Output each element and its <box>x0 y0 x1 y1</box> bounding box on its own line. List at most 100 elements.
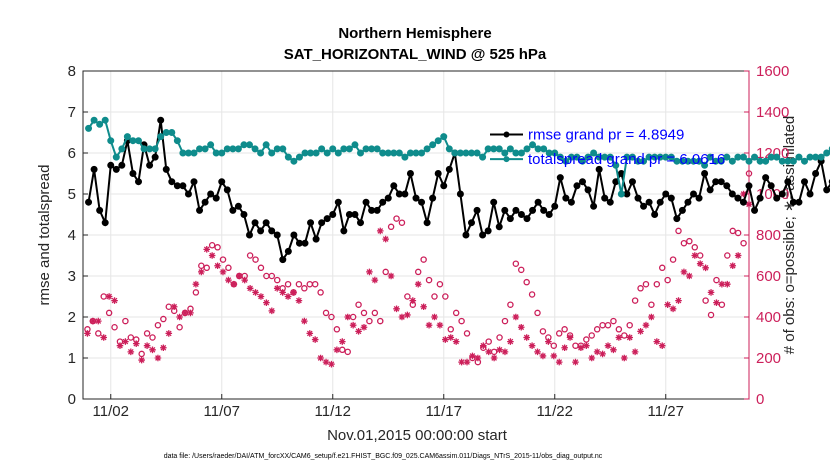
legend-entry: totalspread grand pr = 6.0616 <box>528 151 725 168</box>
obs-possible-point <box>420 256 427 263</box>
obs-assimilated-point <box>339 338 346 345</box>
obs-assimilated-point <box>658 342 666 349</box>
series-point-rmse <box>412 194 420 202</box>
obs-assimilated-point <box>469 352 476 360</box>
obs-assimilated-point <box>387 272 395 280</box>
series-point-totalspread <box>762 157 770 165</box>
obs-possible-point <box>734 229 742 237</box>
obs-assimilated-point <box>561 344 568 352</box>
y-tick-label: 7 <box>68 104 76 121</box>
series-point-rmse <box>723 182 731 190</box>
obs-possible-point <box>344 348 351 356</box>
obs-possible-point <box>669 256 677 263</box>
series-point-rmse <box>234 202 242 210</box>
series-point-rmse <box>701 170 709 177</box>
y-right-tick-label: 200 <box>756 350 781 367</box>
y-right-tick-label: 600 <box>756 268 781 285</box>
series-point-totalspread <box>85 124 93 132</box>
series-point-rmse <box>767 182 775 190</box>
series-point-totalspread <box>529 141 537 149</box>
series-point-totalspread <box>96 120 104 128</box>
series-point-rmse <box>584 186 592 194</box>
obs-possible-point <box>165 303 173 310</box>
obs-possible-point <box>398 219 406 226</box>
series-point-rmse <box>540 206 548 214</box>
obs-possible-point <box>301 285 308 292</box>
series-point-rmse <box>301 239 309 247</box>
obs-possible-point <box>702 297 709 304</box>
series-point-rmse <box>151 153 159 161</box>
series-point-rmse <box>462 231 470 239</box>
series-point-totalspread <box>262 141 270 149</box>
series-point-totalspread <box>445 145 453 153</box>
series-point-rmse <box>634 194 642 202</box>
obs-possible-point <box>599 321 606 329</box>
series-point-rmse <box>90 165 98 173</box>
series-point-rmse <box>706 186 714 194</box>
series-point-rmse <box>567 198 575 206</box>
series-point-rmse <box>662 190 670 198</box>
obs-assimilated-point <box>599 350 606 358</box>
obs-possible-point <box>138 350 145 358</box>
obs-possible-point <box>371 309 379 317</box>
obs-assimilated-point <box>501 348 509 356</box>
series-point-rmse <box>290 231 298 239</box>
obs-assimilated-point <box>149 346 156 354</box>
series-point-rmse <box>579 178 586 186</box>
obs-possible-point <box>696 252 704 259</box>
series-point-rmse <box>495 223 503 231</box>
series-point-rmse <box>101 219 109 227</box>
obs-assimilated-point <box>290 289 297 296</box>
series-point-rmse <box>473 206 481 214</box>
series-point-rmse <box>762 174 770 182</box>
series-point-rmse <box>590 202 598 210</box>
obs-assimilated-point <box>593 348 601 356</box>
obs-assimilated-point <box>225 276 232 284</box>
series-point-rmse <box>118 161 126 169</box>
obs-assimilated-point <box>252 289 259 296</box>
obs-possible-point <box>745 170 753 177</box>
obs-possible-point <box>724 252 731 259</box>
series-point-rmse <box>251 219 259 227</box>
series-point-totalspread <box>312 149 320 157</box>
obs-possible-point <box>490 348 498 356</box>
obs-possible-point <box>425 276 433 284</box>
series-point-rmse <box>506 215 514 223</box>
series-point-totalspread <box>373 145 381 153</box>
obs-possible-point <box>382 268 389 276</box>
obs-possible-point <box>404 293 411 300</box>
series-point-rmse <box>135 178 142 186</box>
series-point-totalspread <box>495 145 503 153</box>
series-point-totalspread <box>789 157 797 165</box>
series-point-rmse <box>728 190 736 198</box>
series-point-rmse <box>168 178 176 186</box>
series-point-rmse <box>379 198 387 206</box>
series-point-totalspread <box>540 145 548 153</box>
series-point-rmse <box>340 227 348 235</box>
series-point-totalspread <box>123 133 131 141</box>
series-point-totalspread <box>701 161 709 169</box>
obs-assimilated-point <box>566 334 574 341</box>
obs-possible-point <box>111 323 118 331</box>
obs-assimilated-point <box>241 276 248 284</box>
footnote: data file: /Users/raeder/DAI/ATM_forcXX/… <box>164 453 603 460</box>
series-point-rmse <box>523 215 531 223</box>
y-tick-label: 2 <box>68 309 76 326</box>
series-point-rmse <box>778 190 786 198</box>
series-point-rmse <box>284 247 292 255</box>
series-point-rmse <box>517 211 525 218</box>
obs-possible-point <box>626 321 633 329</box>
obs-possible-point <box>442 293 449 300</box>
obs-assimilated-point <box>507 338 514 345</box>
obs-assimilated-point <box>122 338 129 345</box>
obs-assimilated-point <box>273 285 281 292</box>
obs-possible-point <box>95 330 102 337</box>
series-point-totalspread <box>667 153 675 161</box>
obs-assimilated-point <box>409 297 417 304</box>
series-point-totalspread <box>251 145 259 153</box>
series-point-totalspread <box>334 149 342 157</box>
series-point-rmse <box>806 190 814 198</box>
y-right-tick-label: 400 <box>756 309 781 326</box>
series-point-rmse <box>490 198 498 206</box>
